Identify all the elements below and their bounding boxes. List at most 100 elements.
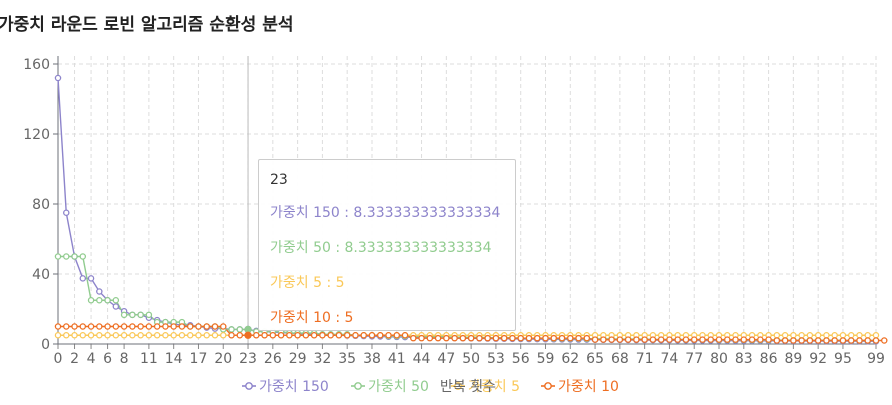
- data-point[interactable]: [872, 337, 880, 344]
- data-point[interactable]: [112, 331, 120, 339]
- data-point[interactable]: [385, 331, 392, 339]
- data-point[interactable]: [79, 323, 87, 330]
- data-point[interactable]: [839, 331, 847, 339]
- data-point[interactable]: [831, 337, 838, 344]
- data-point[interactable]: [228, 331, 235, 339]
- data-point[interactable]: [847, 337, 855, 344]
- data-point[interactable]: [87, 275, 95, 282]
- data-point[interactable]: [690, 336, 698, 343]
- data-point[interactable]: [773, 331, 781, 339]
- data-point[interactable]: [806, 331, 814, 339]
- data-point[interactable]: [806, 337, 814, 344]
- data-point[interactable]: [393, 331, 401, 339]
- data-point[interactable]: [459, 334, 467, 342]
- data-point[interactable]: [269, 331, 277, 339]
- data-point[interactable]: [220, 323, 227, 330]
- data-point[interactable]: [87, 296, 95, 304]
- data-point[interactable]: [104, 323, 111, 330]
- data-point[interactable]: [517, 334, 524, 342]
- data-point[interactable]: [63, 253, 70, 260]
- data-point[interactable]: [856, 337, 863, 344]
- data-point[interactable]: [567, 334, 574, 342]
- data-point[interactable]: [63, 323, 70, 330]
- data-point[interactable]: [186, 331, 194, 339]
- legend-item-1[interactable]: 가중치 50: [351, 379, 429, 395]
- data-point[interactable]: [170, 331, 177, 339]
- data-point[interactable]: [814, 331, 822, 339]
- data-point[interactable]: [79, 275, 87, 282]
- legend-item-3[interactable]: 가중치 10: [541, 379, 619, 395]
- data-point[interactable]: [360, 331, 367, 339]
- data-point[interactable]: [104, 296, 111, 304]
- data-point[interactable]: [220, 331, 227, 339]
- data-point[interactable]: [864, 331, 871, 339]
- data-point[interactable]: [376, 331, 384, 339]
- data-point[interactable]: [484, 334, 491, 342]
- data-point[interactable]: [162, 323, 169, 330]
- data-point[interactable]: [476, 334, 483, 342]
- data-point[interactable]: [178, 323, 186, 330]
- data-point[interactable]: [310, 331, 318, 339]
- data-point[interactable]: [302, 331, 310, 339]
- data-point[interactable]: [847, 331, 855, 339]
- data-point[interactable]: [633, 336, 640, 343]
- data-point[interactable]: [162, 331, 169, 339]
- data-point[interactable]: [104, 331, 111, 339]
- data-point[interactable]: [137, 331, 144, 339]
- legend-item-0[interactable]: 가중치 150: [242, 379, 329, 395]
- data-point[interactable]: [195, 323, 202, 330]
- data-point[interactable]: [112, 303, 120, 310]
- data-point[interactable]: [467, 334, 475, 342]
- data-point[interactable]: [831, 331, 838, 339]
- data-point[interactable]: [798, 331, 805, 339]
- data-point[interactable]: [96, 288, 103, 295]
- data-point[interactable]: [550, 334, 558, 342]
- data-point[interactable]: [96, 323, 103, 330]
- data-point[interactable]: [54, 253, 62, 260]
- data-point[interactable]: [327, 331, 334, 339]
- data-point[interactable]: [236, 326, 244, 333]
- data-point[interactable]: [120, 331, 128, 339]
- data-point[interactable]: [451, 334, 458, 342]
- data-point[interactable]: [96, 296, 103, 304]
- data-point[interactable]: [773, 337, 781, 344]
- data-point[interactable]: [343, 331, 351, 339]
- data-point[interactable]: [790, 331, 797, 339]
- data-point[interactable]: [54, 331, 62, 339]
- data-point[interactable]: [87, 331, 95, 339]
- data-point[interactable]: [145, 323, 153, 330]
- data-point[interactable]: [211, 323, 219, 330]
- data-point[interactable]: [583, 334, 591, 342]
- data-point[interactable]: [641, 336, 648, 343]
- data-point[interactable]: [434, 334, 442, 342]
- data-point[interactable]: [96, 331, 103, 339]
- data-point[interactable]: [682, 336, 690, 343]
- data-point[interactable]: [533, 334, 541, 342]
- data-point[interactable]: [153, 323, 161, 330]
- data-point[interactable]: [864, 337, 871, 344]
- data-point[interactable]: [426, 334, 434, 342]
- data-point[interactable]: [244, 325, 252, 334]
- data-point[interactable]: [839, 337, 847, 344]
- data-point[interactable]: [112, 323, 120, 330]
- data-point[interactable]: [798, 337, 805, 344]
- data-point[interactable]: [294, 331, 301, 339]
- data-point[interactable]: [286, 331, 293, 339]
- data-point[interactable]: [129, 323, 136, 330]
- data-point[interactable]: [236, 331, 244, 339]
- data-point[interactable]: [319, 331, 326, 339]
- data-point[interactable]: [724, 336, 731, 343]
- data-point[interactable]: [509, 334, 516, 342]
- data-point[interactable]: [71, 331, 78, 339]
- data-point[interactable]: [54, 323, 62, 330]
- data-point[interactable]: [186, 323, 194, 330]
- data-point[interactable]: [591, 336, 599, 343]
- data-point[interactable]: [872, 331, 880, 339]
- data-point[interactable]: [129, 311, 136, 319]
- data-point[interactable]: [781, 331, 789, 339]
- data-point[interactable]: [112, 296, 120, 304]
- data-point[interactable]: [500, 334, 508, 342]
- data-point[interactable]: [649, 336, 657, 343]
- data-point[interactable]: [368, 331, 376, 339]
- data-point[interactable]: [790, 337, 797, 344]
